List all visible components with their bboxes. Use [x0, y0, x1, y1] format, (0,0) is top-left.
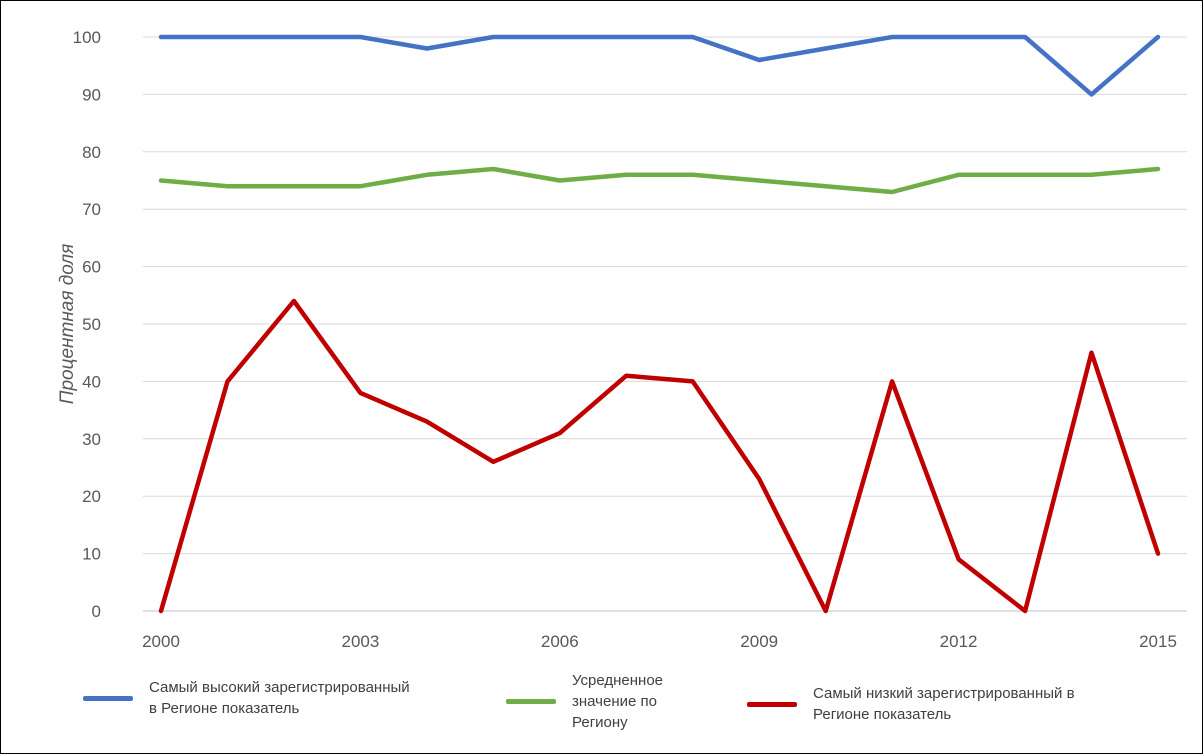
- series-line-highest: [158, 34, 1161, 97]
- gridlines: [143, 36, 1187, 555]
- legend-item-lowest: Самый низкий зарегистрированный в Регион…: [747, 683, 1075, 725]
- x-tick-label: 2012: [940, 632, 978, 651]
- x-tick-label: 2009: [740, 632, 778, 651]
- legend-label-average: Усредненное значение по Региону: [572, 670, 663, 733]
- x-tick-label: 2000: [142, 632, 180, 651]
- legend-line: Регионе показатель: [813, 706, 952, 723]
- series-line-average: [158, 166, 1161, 195]
- legend-line: Самый низкий зарегистрированный в: [813, 685, 1075, 702]
- series-line-lowest: [158, 298, 1161, 614]
- legend-line: Региону: [572, 714, 628, 731]
- y-axis-title: Процентная доля: [57, 244, 78, 405]
- legend-line: в Регионе показатель: [149, 700, 300, 717]
- y-tick-label: 100: [73, 28, 101, 47]
- legend-label-lowest: Самый низкий зарегистрированный в Регион…: [813, 683, 1075, 725]
- legend-line: значение по: [572, 693, 657, 710]
- legend-swatch-lowest: [747, 701, 797, 707]
- y-tick-label: 70: [82, 200, 101, 219]
- legend-item-average: Усредненное значение по Региону: [506, 670, 663, 733]
- y-tick-label: 40: [82, 372, 101, 391]
- y-axis-ticks: 0 10 20 30 40 50 60 70 80 90 100: [73, 28, 101, 621]
- x-tick-label: 2015: [1139, 632, 1177, 651]
- y-tick-label: 90: [82, 85, 101, 104]
- y-tick-label: 30: [82, 430, 101, 449]
- series-lines: [158, 34, 1161, 614]
- y-tick-label: 60: [82, 258, 101, 277]
- y-tick-label: 50: [82, 315, 101, 334]
- legend-item-highest: Самый высокий зарегистрированный в Регио…: [83, 677, 410, 719]
- legend-swatch-average: [506, 699, 556, 704]
- x-tick-label: 2006: [541, 632, 579, 651]
- legend-label-highest: Самый высокий зарегистрированный в Регио…: [149, 677, 410, 719]
- legend-line: Самый высокий зарегистрированный: [149, 679, 410, 696]
- y-tick-label: 80: [82, 143, 101, 162]
- x-tick-label: 2003: [341, 632, 379, 651]
- legend-swatch-highest: [83, 695, 133, 701]
- x-axis-ticks: 2000 2003 2006 2009 2012 2015: [142, 632, 1177, 651]
- y-tick-label: 10: [82, 545, 101, 564]
- y-tick-label: 20: [82, 487, 101, 506]
- legend-line: Усредненное: [572, 672, 664, 689]
- y-tick-label: 0: [92, 602, 101, 621]
